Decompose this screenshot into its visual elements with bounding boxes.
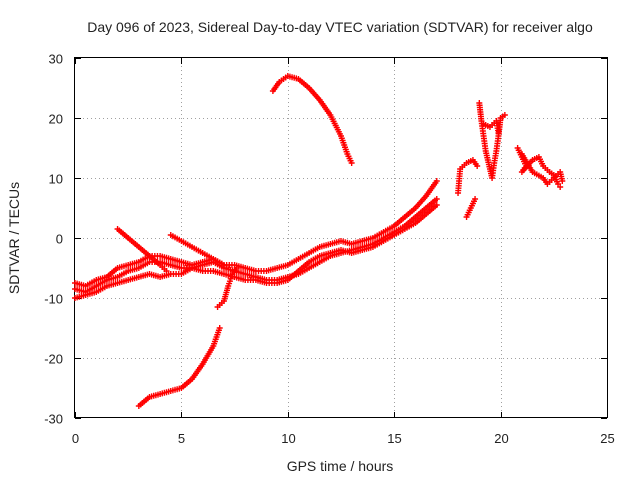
y-axis-label: SDTVAR / TECUs: [6, 182, 22, 294]
series-late-4: [480, 118, 502, 136]
data-point: [220, 262, 227, 268]
data-point: [348, 160, 355, 166]
data-point: [472, 196, 479, 202]
data-point: [474, 163, 481, 169]
x-axis-label: GPS time / hours: [287, 458, 394, 474]
series-band-2: [72, 178, 440, 289]
y-tick-label: -10: [44, 292, 63, 307]
x-tick-label: 25: [600, 431, 614, 446]
x-tick-label: 10: [281, 431, 295, 446]
x-tick-label: 0: [72, 431, 79, 446]
data-point: [433, 196, 440, 202]
plot-frame: [74, 57, 608, 418]
data-point: [163, 268, 170, 274]
series-late-3: [476, 100, 508, 181]
series-late-2: [463, 196, 479, 220]
y-tick-label: 0: [56, 232, 63, 247]
series-arc-b: [167, 232, 227, 268]
x-tick-label: 15: [387, 431, 401, 446]
y-tick-label: 10: [49, 172, 63, 187]
chart-title: Day 096 of 2023, Sidereal Day-to-day VTE…: [87, 19, 593, 35]
x-axis: 0 5 10 15 20 25: [72, 58, 615, 446]
y-tick-label: 20: [49, 112, 63, 127]
series-band-3: [72, 202, 440, 301]
data-point: [433, 178, 440, 184]
data-point: [216, 325, 223, 331]
series-arc-high: [269, 73, 355, 166]
x-tick-label: 5: [178, 431, 185, 446]
data-point: [233, 265, 240, 271]
y-tick-label: -30: [44, 412, 63, 427]
data-point: [433, 202, 440, 208]
x-tick-label: 20: [494, 431, 508, 446]
series-late-1: [455, 157, 481, 196]
y-tick-label: -20: [44, 352, 63, 367]
data-point: [559, 178, 566, 184]
series-late-6: [518, 151, 566, 187]
y-tick-label: 30: [49, 52, 63, 67]
data-point: [557, 184, 564, 190]
series-rise-a: [135, 325, 223, 409]
series-rise-b: [214, 265, 240, 310]
data-point: [495, 130, 502, 136]
data-point: [501, 112, 508, 118]
data-marks: [72, 73, 566, 409]
series-arc-a: [114, 226, 170, 274]
